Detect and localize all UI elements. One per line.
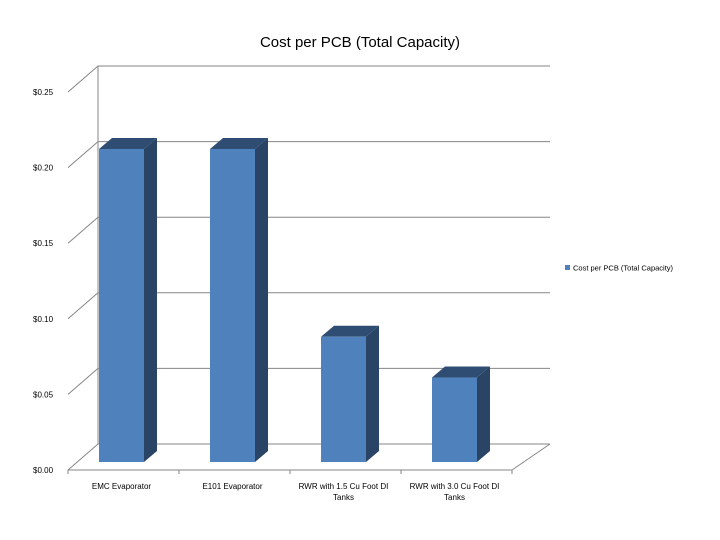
bar-front bbox=[321, 336, 366, 462]
bar-top bbox=[432, 366, 490, 378]
y-tick-label: $0.00 bbox=[33, 466, 54, 475]
legend-label: Cost per PCB (Total Capacity) bbox=[573, 264, 674, 273]
y-tick-label: $0.20 bbox=[33, 164, 54, 173]
y-tick-label: $0.25 bbox=[33, 88, 54, 97]
x-tick-label: RWR with 1.5 Cu Foot DI Tanks bbox=[299, 482, 389, 502]
bar-side bbox=[144, 137, 157, 462]
bar-top bbox=[99, 137, 157, 149]
gridline bbox=[67, 443, 550, 471]
x-tick-label: E101 Evaporator bbox=[202, 482, 262, 491]
legend: Cost per PCB (Total Capacity) bbox=[565, 264, 674, 273]
y-tick-label: $0.15 bbox=[33, 239, 54, 248]
gridline bbox=[67, 141, 550, 168]
bar-front bbox=[432, 377, 477, 462]
x-tick-label: RWR with 3.0 Cu Foot DI Tanks bbox=[410, 482, 500, 502]
y-tick-label: $0.10 bbox=[33, 315, 54, 324]
bar-side bbox=[255, 137, 268, 462]
bar-top bbox=[321, 325, 379, 337]
y-axis-tick-labels: $0.00 $0.05 $0.10 $0.15 $0.20 $0.25 bbox=[33, 88, 54, 475]
bar-front bbox=[210, 148, 255, 462]
bar-side bbox=[366, 325, 379, 462]
bar bbox=[99, 137, 157, 462]
bar-side bbox=[477, 366, 490, 462]
x-tick-label: EMC Evaporator bbox=[92, 482, 151, 491]
bar bbox=[432, 366, 490, 462]
gridline bbox=[67, 216, 550, 244]
bars bbox=[99, 137, 490, 462]
floor-right-edge bbox=[511, 443, 551, 471]
legend-swatch bbox=[565, 265, 570, 270]
gridlines bbox=[67, 65, 551, 474]
bar bbox=[321, 325, 379, 462]
bar-top bbox=[210, 137, 268, 149]
x-axis-category-labels: EMC Evaporator E101 Evaporator RWR with 1.… bbox=[92, 482, 499, 502]
gridline bbox=[67, 367, 550, 395]
y-tick-label: $0.05 bbox=[33, 390, 54, 399]
bar bbox=[210, 137, 268, 462]
gridline bbox=[67, 65, 550, 93]
gridline bbox=[67, 292, 550, 320]
chart-title: Cost per PCB (Total Capacity) bbox=[259, 34, 461, 51]
bar-front bbox=[99, 148, 144, 462]
